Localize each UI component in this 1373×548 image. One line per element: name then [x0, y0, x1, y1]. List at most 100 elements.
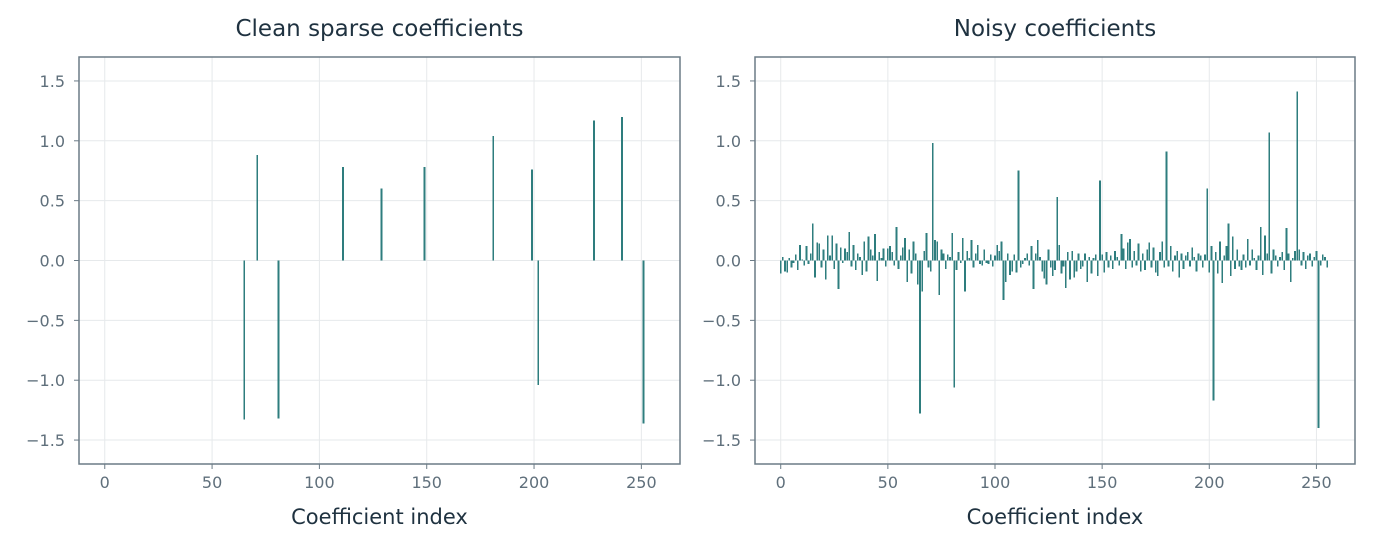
bar — [818, 243, 821, 261]
bar — [1073, 260, 1076, 278]
bar — [1049, 260, 1052, 268]
bar — [1067, 252, 1069, 261]
bar — [1326, 260, 1328, 268]
y-tick-label: −1.5 — [702, 431, 741, 450]
y-tick-label: 0.5 — [716, 192, 741, 211]
bar — [1094, 254, 1097, 261]
bar — [1268, 132, 1271, 261]
bar — [884, 260, 887, 267]
bar — [277, 260, 280, 419]
bar — [970, 240, 973, 261]
bar — [1302, 252, 1305, 261]
bar — [927, 260, 930, 268]
bar — [953, 260, 956, 388]
bar — [1105, 252, 1108, 261]
bar — [1199, 255, 1202, 261]
x-tick-label: 200 — [519, 473, 550, 492]
bar — [809, 253, 812, 261]
bar — [925, 232, 928, 261]
bar — [1234, 260, 1236, 269]
bar — [929, 260, 932, 272]
bar — [1152, 247, 1155, 261]
bar — [1225, 246, 1228, 261]
bar — [987, 260, 990, 265]
bar — [1069, 260, 1071, 280]
bar — [1118, 260, 1121, 266]
bar — [423, 167, 426, 261]
bar — [1317, 260, 1320, 429]
bar — [1079, 260, 1082, 269]
bar — [1034, 253, 1037, 261]
bar — [1262, 260, 1264, 275]
bar — [983, 249, 986, 261]
bar — [805, 246, 808, 261]
bar — [1193, 256, 1196, 261]
bar — [1184, 255, 1187, 261]
bar — [949, 256, 951, 261]
bar — [919, 260, 921, 414]
bar — [1047, 249, 1050, 261]
bar — [492, 136, 495, 261]
bar — [1109, 255, 1112, 261]
bar — [1075, 260, 1078, 272]
bar — [940, 249, 943, 261]
bar — [1219, 241, 1221, 261]
x-tick-label: 200 — [1194, 473, 1225, 492]
bar — [1097, 260, 1099, 277]
x-tick-label: 100 — [304, 473, 335, 492]
bar — [1242, 254, 1245, 261]
bar — [1159, 252, 1161, 261]
bar — [788, 258, 791, 261]
bar — [966, 250, 968, 261]
bar — [1229, 260, 1232, 277]
bar — [848, 231, 851, 261]
bar — [1000, 241, 1003, 261]
bar — [1077, 253, 1080, 261]
bar — [1165, 151, 1168, 261]
bar — [1002, 260, 1005, 301]
bar — [1285, 228, 1288, 261]
bar — [1071, 250, 1073, 261]
y-tick-label: 1.0 — [40, 132, 65, 151]
bar — [784, 260, 786, 272]
bar — [1257, 255, 1260, 261]
bar — [872, 255, 874, 261]
bar — [1120, 234, 1123, 261]
bar — [981, 260, 983, 266]
x-tick-label: 0 — [776, 473, 786, 492]
bar — [1032, 260, 1035, 290]
bar — [992, 260, 994, 267]
bar — [842, 260, 844, 263]
bar — [1292, 258, 1294, 261]
bar — [799, 244, 801, 261]
bar — [642, 260, 645, 424]
bar — [859, 256, 861, 261]
bar — [1062, 260, 1065, 267]
bar — [1039, 256, 1041, 261]
bar — [1103, 260, 1106, 273]
bar — [1060, 260, 1063, 274]
bar — [829, 255, 831, 261]
bar — [962, 237, 964, 261]
bar — [1187, 252, 1189, 261]
x-axis-label: Coefficient index — [291, 505, 468, 529]
bar — [792, 260, 795, 263]
bar — [1024, 258, 1026, 261]
bar — [1150, 260, 1153, 268]
bar — [863, 241, 866, 261]
bar — [1022, 260, 1024, 265]
bar — [1088, 256, 1091, 261]
bar — [1212, 260, 1215, 401]
bar — [1176, 250, 1178, 261]
bar — [1045, 260, 1048, 285]
bar — [537, 260, 540, 385]
bar — [1227, 223, 1230, 261]
bar — [921, 260, 923, 292]
bar — [897, 260, 900, 269]
bar — [1180, 253, 1183, 261]
bar — [1017, 170, 1020, 261]
bar — [1161, 241, 1163, 261]
bar — [1058, 244, 1061, 261]
bar — [906, 260, 908, 283]
bar — [1270, 260, 1273, 274]
